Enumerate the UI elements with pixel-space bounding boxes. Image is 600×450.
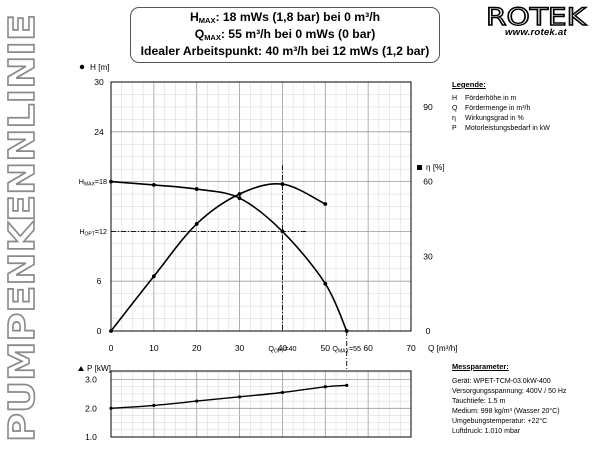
x-axis-title: Q [m³/h]	[428, 344, 458, 353]
header-operating-point: Idealer Arbeitspunkt: 40 m³/h bei 12 mWs…	[140, 44, 430, 58]
power-y-tick-label: 2.0	[85, 403, 97, 413]
messparameter-row: Medium: 998 kg/m³ (Wasser 20°C)	[452, 408, 560, 415]
x-tick-label: 0	[109, 343, 114, 353]
y2-tick-label: 0	[426, 326, 431, 336]
y-tick-label: 30	[94, 77, 104, 87]
y2-axis-title: η [%]	[426, 163, 445, 172]
efficiency-curve	[110, 182, 326, 332]
power-axis-marker-icon	[78, 366, 84, 371]
y-tick-label: 0	[97, 326, 102, 336]
h-axis-marker-icon	[79, 64, 85, 70]
legend-title: Legende:	[452, 80, 486, 89]
messparameter-row: Umgebungstemperatur: +22°C	[452, 418, 548, 425]
head-data-point	[344, 329, 349, 333]
power-data-point	[280, 390, 285, 395]
logo-text: ROTEK	[486, 3, 588, 29]
power-y-tick-label: 3.0	[85, 375, 97, 385]
power-data-point	[237, 395, 242, 399]
legend-item: H Förderhöhe in m	[452, 95, 517, 102]
efficiency-data-point	[323, 202, 328, 206]
power-data-point	[109, 406, 113, 410]
efficiency-data-point	[109, 329, 113, 333]
y2-tick-label: 30	[423, 251, 433, 261]
y-axis-title: H [m]	[90, 63, 110, 72]
messparameter-row: Gerät: WPET-TCM-03.0kW-400	[452, 378, 551, 385]
x-tick-label: 20	[192, 343, 202, 353]
header-hmax: HMAX: 18 mWs (1,8 bar) bei 0 m³/h	[189, 10, 381, 25]
power-data-point	[323, 385, 327, 389]
legend-item: P Motorleistungsbedarf in kW	[452, 125, 550, 132]
efficiency-data-point	[194, 222, 199, 226]
x-tick-label: 10	[149, 343, 159, 353]
messparameter-title: Messparameter:	[452, 362, 509, 371]
y-special-tick-label: HOPT=12	[79, 227, 107, 238]
x-tick-label: 60	[363, 343, 373, 353]
x-tick-label: 50	[321, 343, 331, 353]
rotek-logo: ROTEK	[485, 3, 588, 29]
y-special-tick-label: HMAX=18	[79, 177, 107, 188]
head-data-point	[323, 281, 328, 286]
power-y-axis-title: P [kW]	[87, 364, 111, 373]
power-y-tick-label: 1.0	[85, 432, 97, 442]
x-tick-label: 70	[406, 343, 416, 353]
legend-item: Q Fördermenge in m³/h	[452, 105, 531, 112]
messparameter-row: Versorgungsspannung: 400V / 50 Hz	[452, 388, 567, 395]
legend-item: η Wirkungsgrad in %	[452, 115, 524, 122]
efficiency-data-point	[237, 192, 242, 196]
head-data-point	[237, 196, 242, 201]
power-data-point	[345, 383, 349, 387]
y-tick-label: 24	[94, 127, 104, 137]
y2-tick-label: 90	[423, 102, 433, 112]
x-tick-label: 40	[278, 343, 288, 353]
y-tick-label: 6	[97, 276, 102, 286]
head-data-point	[151, 183, 156, 187]
messparameter-row: Tauchtiefe: 1.5 m	[452, 398, 506, 405]
efficiency-data-point	[280, 182, 285, 186]
x-tick-label: 30	[235, 343, 245, 353]
power-plot-frame	[110, 370, 412, 438]
power-data-point	[152, 403, 156, 408]
efficiency-data-point	[151, 274, 156, 279]
head-data-point	[280, 229, 285, 234]
page-title-text: PUMPENKENNLINIE	[2, 14, 43, 442]
eta-axis-marker-icon	[417, 165, 422, 170]
messparameter-row: Luftdruck: 1.010 mbar	[452, 428, 521, 435]
page-title: PUMPENKENNLINIE	[1, 13, 44, 443]
header-qmax: QMAX: 55 m³/h bei 0 mWs (0 bar)	[194, 27, 376, 42]
header-info-box: HMAX: 18 mWs (1,8 bar) bei 0 m³/h QMAX: …	[130, 7, 440, 63]
plot-frame	[110, 81, 412, 332]
x-special-tick-label: QMAX=55	[332, 344, 361, 355]
y2-tick-label: 60	[423, 177, 433, 187]
x-special-tick-label: QOPT=40	[268, 344, 296, 355]
power-data-point	[195, 399, 199, 403]
website-url: www.rotek.at	[505, 27, 567, 38]
head-data-point	[194, 187, 199, 191]
head-data-point	[109, 179, 113, 184]
